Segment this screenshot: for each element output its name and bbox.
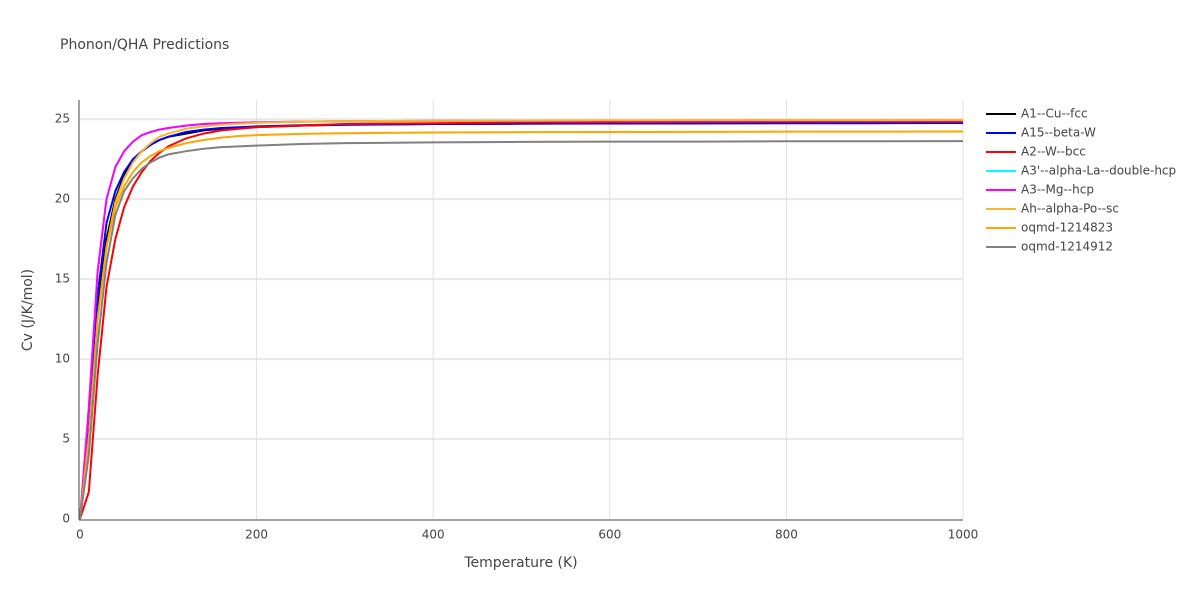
series-line xyxy=(79,122,964,520)
series-line xyxy=(79,118,964,520)
x-axis-title: Temperature (K) xyxy=(463,555,577,571)
series-line xyxy=(79,140,964,520)
y-tick-label: 10 xyxy=(55,352,70,366)
chart-title: Phonon/QHA Predictions xyxy=(60,37,229,53)
series-line xyxy=(79,130,964,520)
series-line xyxy=(79,119,964,520)
legend-label: A2--W--bcc xyxy=(1021,145,1086,159)
y-tick-label: 25 xyxy=(55,112,70,126)
x-tick-label: 0 xyxy=(76,528,84,542)
y-tick-label: 5 xyxy=(62,432,70,446)
grid: 0 5 10 15 20 25 0 200 400 600 800 1000 xyxy=(55,100,979,542)
plot-area xyxy=(79,118,964,520)
legend-label: oqmd-1214823 xyxy=(1021,221,1113,235)
x-tick-label: 400 xyxy=(422,528,445,542)
legend: A1--Cu--fcc A15--beta-W A2--W--bcc A3'--alp… xyxy=(986,107,1176,254)
x-tick-label: 200 xyxy=(245,528,268,542)
y-tick-label: 0 xyxy=(62,512,70,526)
series-line xyxy=(79,119,964,520)
y-tick-label: 20 xyxy=(55,192,70,206)
x-tick-label: 600 xyxy=(598,528,621,542)
legend-label: Ah--alpha-Po--sc xyxy=(1021,202,1119,216)
legend-label: oqmd-1214912 xyxy=(1021,240,1113,254)
legend-label: A3'--alpha-La--double-hcp xyxy=(1021,164,1176,178)
x-tick-label: 800 xyxy=(775,528,798,542)
legend-label: A15--beta-W xyxy=(1021,126,1096,140)
legend-label: A1--Cu--fcc xyxy=(1021,107,1088,121)
x-tick-label: 1000 xyxy=(948,528,979,542)
y-axis-title: Cv (J/K/mol) xyxy=(20,269,36,351)
series-line xyxy=(79,121,964,520)
series-line xyxy=(79,120,963,520)
legend-label: A3--Mg--hcp xyxy=(1021,183,1094,197)
y-tick-label: 15 xyxy=(55,272,70,286)
